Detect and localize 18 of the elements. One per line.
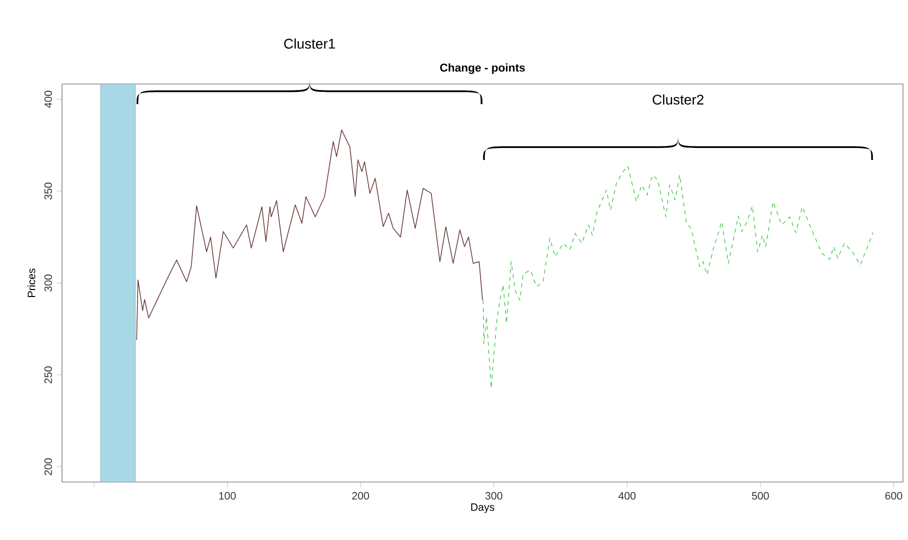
x-tick-label: 300: [485, 492, 502, 500]
text: Cluster1: [284, 38, 335, 49]
annotation: Cluster2: [652, 94, 704, 105]
x-tick-label: 100: [219, 492, 236, 500]
x-tick-label: 600: [885, 492, 902, 500]
x-tick-label: 400: [618, 492, 636, 500]
y-tick-label: 400: [44, 90, 52, 108]
x-tick-label: 500: [752, 492, 769, 500]
chart-title: Change - points: [440, 63, 525, 74]
x-axis-title: Days: [471, 503, 494, 513]
x-tick-label: 200: [352, 492, 370, 500]
y-tick-label: 350: [44, 182, 52, 200]
y-tick-label: 300: [44, 274, 52, 292]
y-tick-label: 250: [44, 366, 52, 384]
line-series: [482, 166, 874, 389]
y-tick-label: 200: [44, 458, 52, 476]
line-series: [136, 130, 483, 340]
y-axis-title: Prices: [27, 268, 36, 297]
